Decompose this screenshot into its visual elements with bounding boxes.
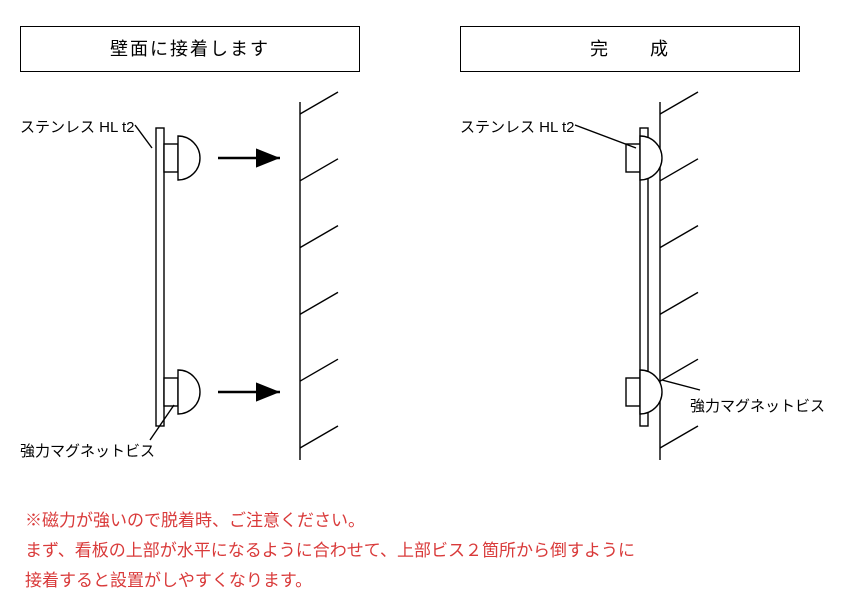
diagram-svg	[0, 0, 850, 611]
